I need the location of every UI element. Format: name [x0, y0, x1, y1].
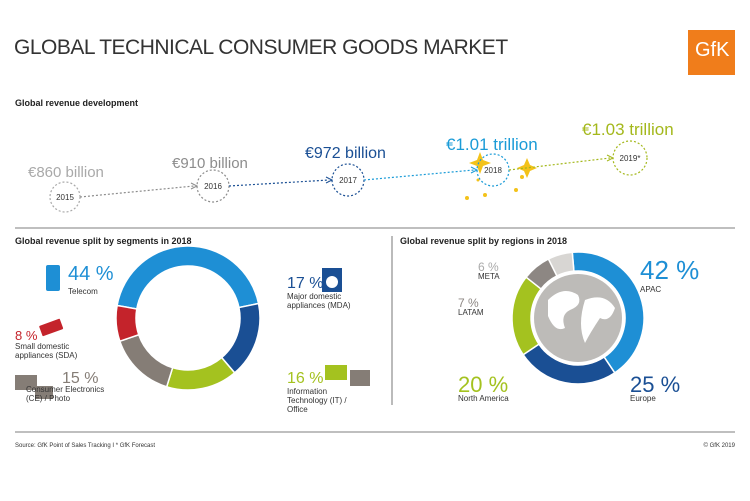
value-label: 44 %: [68, 263, 114, 285]
connector: [363, 169, 475, 181]
category-label: Europe: [630, 394, 656, 403]
value-label: 15 %: [62, 370, 99, 387]
copyright: © GfK 2019: [703, 443, 735, 449]
value-label: 6 %: [478, 260, 499, 274]
revenue-value: €860 billion: [28, 164, 104, 181]
donut-segment: [115, 304, 140, 343]
donut-segment: [220, 302, 261, 374]
category-label: Major domestic appliances (MDA): [287, 292, 351, 310]
source: Source: GfK Point of Sales Tracking I * …: [15, 443, 156, 449]
revenue-value: €910 billion: [172, 155, 248, 172]
section-title: Global revenue development: [15, 98, 139, 108]
category-label: Telecom: [68, 287, 98, 296]
logo: GfK: [695, 39, 730, 61]
logo-box: [688, 30, 735, 75]
value-label: 20 %: [458, 372, 509, 397]
connector: [228, 179, 330, 187]
value-label: 8 %: [15, 328, 38, 343]
year: 2015: [56, 193, 74, 202]
category-label: Information Technology (IT) / Office: [287, 387, 347, 414]
donut-segment: [165, 356, 236, 391]
connector: [79, 185, 195, 198]
category-label: APAC: [640, 285, 662, 294]
value-label: 42 %: [640, 255, 700, 285]
category-label: Consumer Electronics (CE) / Photo: [26, 385, 105, 403]
category-label: North America: [458, 394, 509, 403]
section-title: Global revenue split by segments in 2018: [15, 236, 192, 246]
connector: [508, 157, 611, 171]
category-label: LATAM: [458, 308, 484, 317]
section-title: Global revenue split by regions in 2018: [400, 236, 568, 246]
value-label: 7 %: [458, 296, 479, 310]
revenue-value: €1.01 trillion: [446, 135, 538, 154]
year: 2019*: [620, 154, 641, 163]
category-label: Small domestic appliances (SDA): [15, 342, 78, 360]
icons: [15, 152, 622, 399]
year: 2018: [484, 166, 502, 175]
value-label: 16 %: [287, 370, 324, 387]
year-circle: [612, 140, 648, 176]
revenue-value: €1.03 trillion: [582, 120, 674, 139]
revenue-value: €972 billion: [305, 145, 386, 162]
year: 2016: [204, 182, 222, 191]
value-label: 25 %: [630, 372, 681, 397]
donut-segment: [118, 333, 174, 388]
donut-segment: [116, 245, 260, 310]
donut-segment: [547, 251, 575, 277]
category-label: META: [478, 272, 500, 281]
value-label: 17 %: [287, 275, 324, 292]
year: 2017: [339, 176, 357, 185]
title: GLOBAL TECHNICAL CONSUMER GOODS MARKET: [14, 36, 508, 59]
